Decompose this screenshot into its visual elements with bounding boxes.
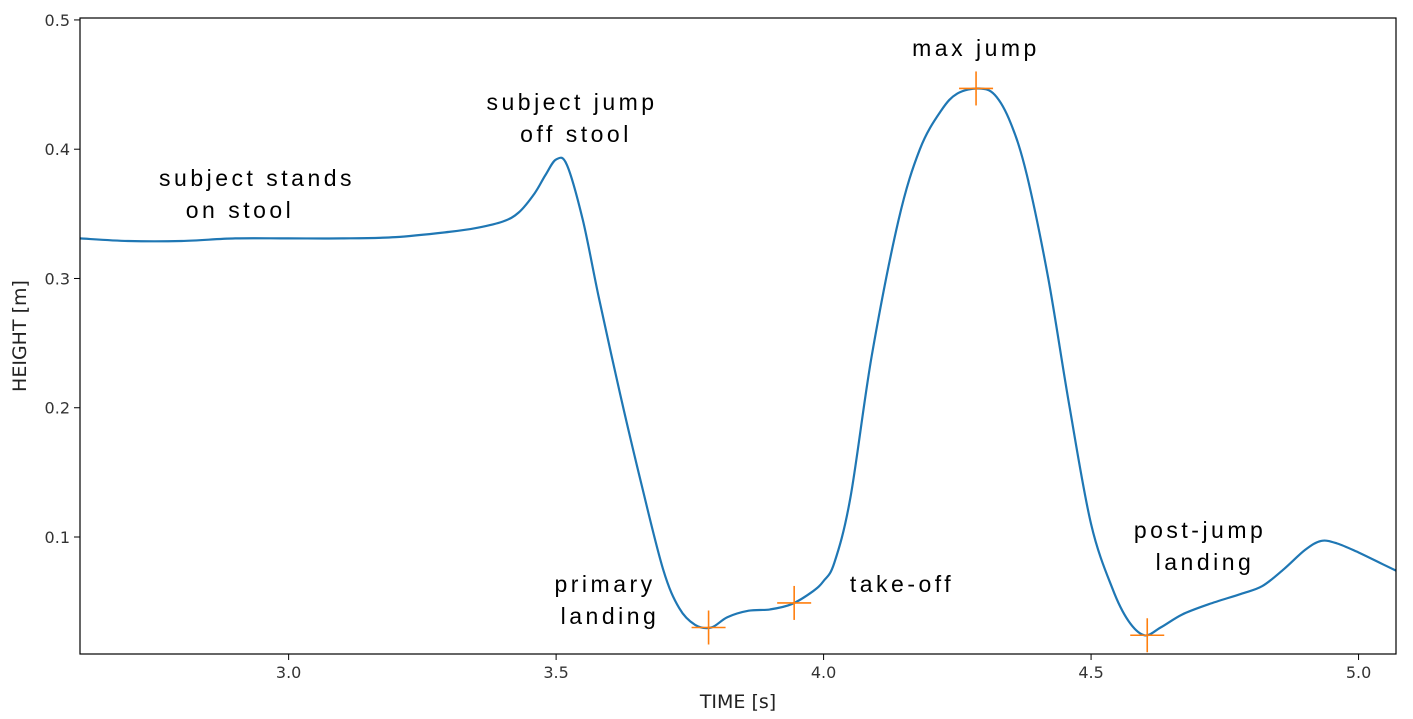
annotation-post-jump-landing-line-1: post-jump bbox=[1134, 517, 1266, 543]
annotation-jump-off-stool-line-2: off stool bbox=[520, 121, 632, 147]
annotation-jump-off-stool-line-1: subject jump bbox=[486, 89, 657, 115]
annotation-primary-landing-line-2: landing bbox=[561, 603, 660, 629]
x-tick-label: 5.0 bbox=[1346, 663, 1371, 682]
annotation-max-jump-line-1: max jump bbox=[912, 35, 1040, 61]
annotation-primary-landing: primary landing bbox=[554, 571, 665, 629]
y-tick-label: 0.4 bbox=[45, 140, 70, 159]
annotations: subject stands on stool subject jump off… bbox=[159, 35, 1276, 629]
annotation-subject-stands-line-2: on stool bbox=[186, 197, 295, 223]
event-marker bbox=[1130, 618, 1165, 653]
event-markers bbox=[691, 71, 1165, 653]
annotation-subject-stands-line-1: subject stands bbox=[159, 165, 355, 191]
event-marker bbox=[959, 71, 994, 106]
x-axis-ticks: 3.0 3.5 4.0 4.5 5.0 bbox=[276, 654, 1371, 682]
y-tick-label: 0.1 bbox=[45, 528, 70, 547]
x-tick-label: 4.5 bbox=[1078, 663, 1103, 682]
plot-frame bbox=[79, 17, 1397, 655]
event-marker bbox=[691, 610, 726, 645]
y-axis-ticks: 0.1 0.2 0.3 0.4 0.5 bbox=[45, 11, 80, 547]
annotation-post-jump-landing: post-jump landing bbox=[1134, 517, 1276, 575]
y-tick-label: 0.5 bbox=[45, 11, 70, 30]
height-series-line bbox=[79, 87, 1397, 637]
plot-series bbox=[79, 87, 1397, 637]
x-axis-label: TIME [s] bbox=[699, 691, 776, 713]
annotation-post-jump-landing-line-2: landing bbox=[1156, 549, 1255, 575]
annotation-jump-off-stool: subject jump off stool bbox=[486, 89, 667, 147]
annotation-take-off: take-off bbox=[850, 571, 954, 597]
annotation-primary-landing-line-1: primary bbox=[554, 571, 655, 597]
annotation-take-off-line-1: take-off bbox=[850, 571, 954, 597]
event-marker bbox=[777, 585, 812, 620]
x-tick-label: 3.0 bbox=[276, 663, 301, 682]
x-tick-label: 4.0 bbox=[811, 663, 836, 682]
y-tick-label: 0.2 bbox=[45, 399, 70, 418]
y-axis-label: HEIGHT [m] bbox=[9, 280, 31, 392]
annotation-max-jump: max jump bbox=[912, 35, 1040, 61]
y-tick-label: 0.3 bbox=[45, 269, 70, 288]
annotation-subject-stands: subject stands on stool bbox=[159, 165, 365, 223]
x-tick-label: 3.5 bbox=[543, 663, 568, 682]
